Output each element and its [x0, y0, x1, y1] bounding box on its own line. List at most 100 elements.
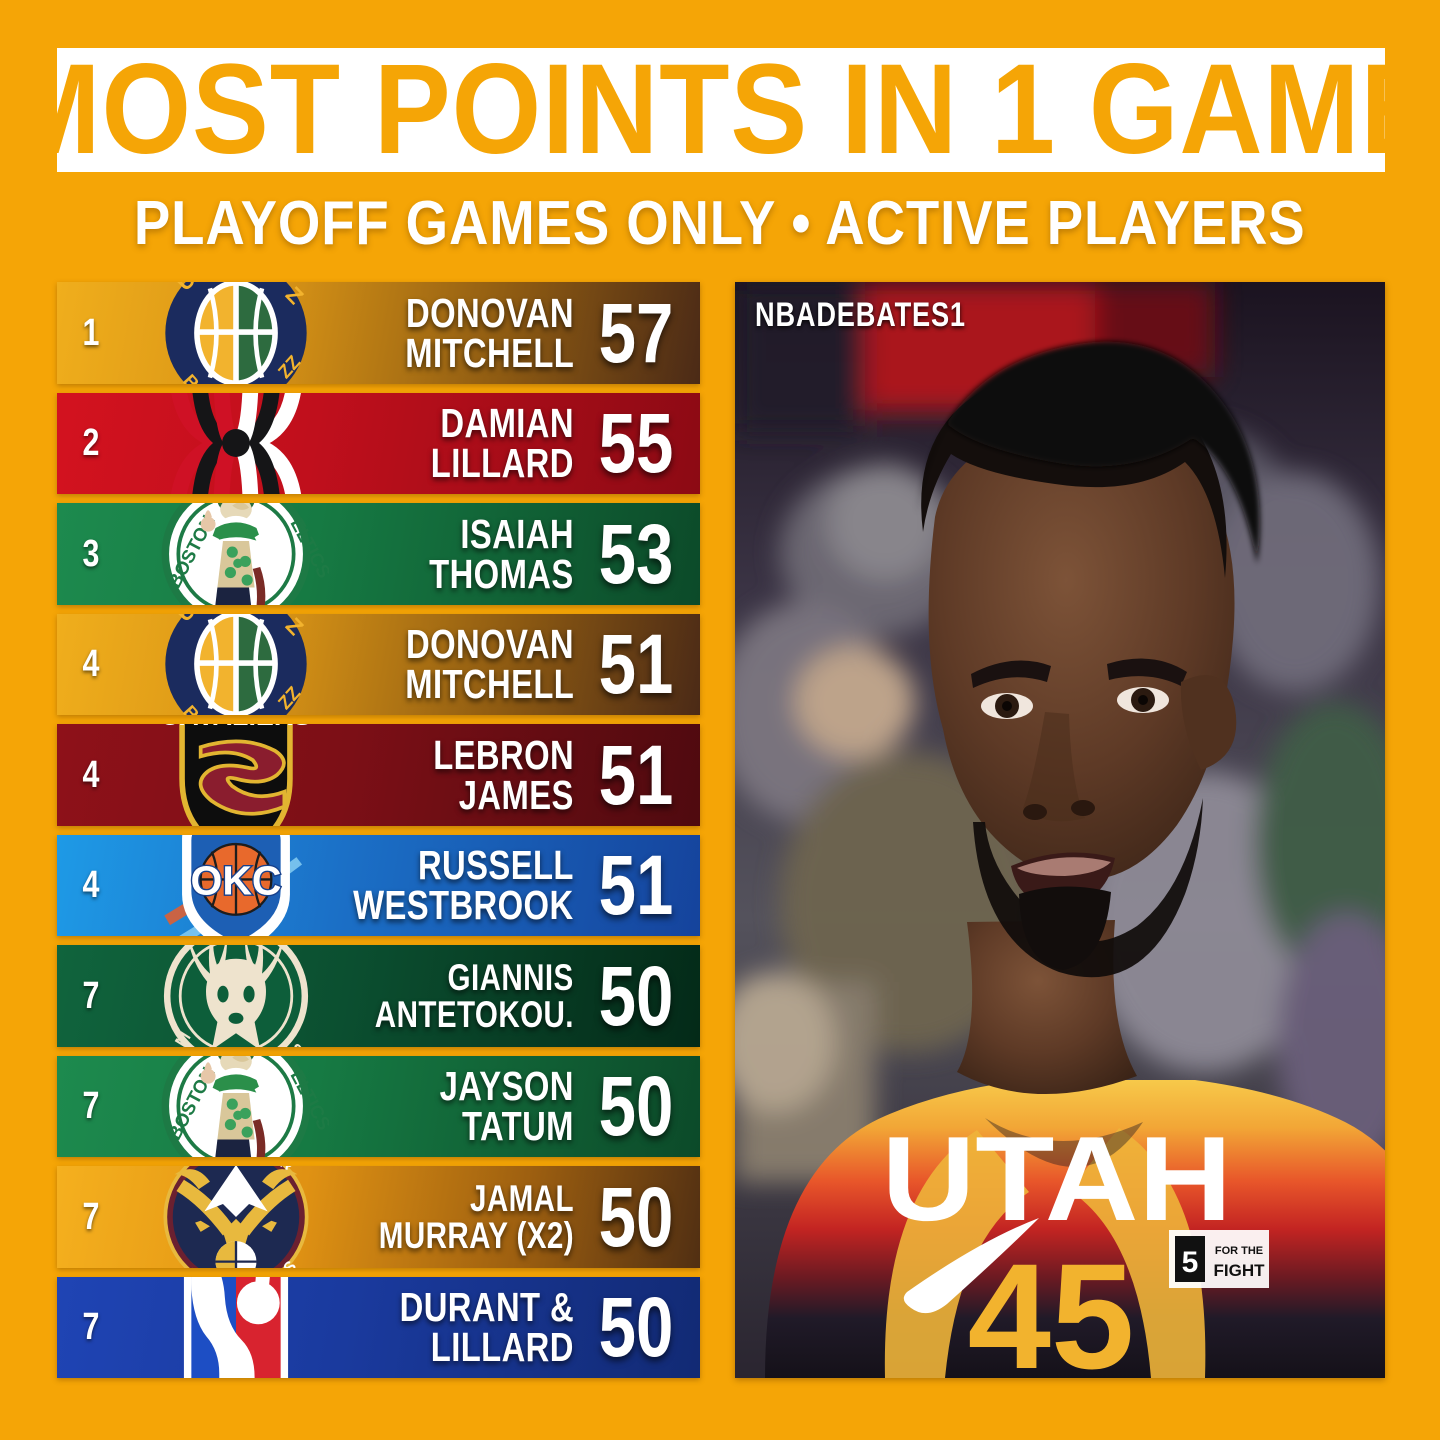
- points-value: 55: [598, 396, 674, 491]
- svg-text:FIGHT: FIGHT: [1214, 1261, 1266, 1280]
- rank-number: 2: [82, 422, 100, 465]
- subtitle-bar: PLAYOFF GAMES ONLY • ACTIVE PLAYERS: [0, 186, 1440, 262]
- jersey-wordmark: UTAH: [882, 1112, 1232, 1246]
- rank-number: 7: [82, 974, 100, 1017]
- player-name-line2: ANTETOKOU.: [374, 993, 574, 1035]
- svg-text:S: S: [285, 1040, 307, 1047]
- player-name-line2: WESTBROOK: [353, 882, 574, 929]
- player-name-line2: THOMAS: [429, 550, 574, 597]
- thunder-logo-icon: OKC: [143, 834, 329, 936]
- row-right: JAYSON TATUM 50: [406, 1056, 700, 1158]
- nike-swoosh-icon: [903, 1218, 1039, 1314]
- player-name: GIANNIS ANTETOKOU.: [325, 959, 574, 1033]
- rank-number: 4: [82, 864, 100, 907]
- player-photo-image: 5 FOR THE FIGHT UTAH 45: [735, 282, 1385, 1378]
- photo-watermark: NBADEBATES1: [755, 296, 966, 334]
- celtics-logo-icon: BOSTON ELTICS: [143, 503, 329, 605]
- row-right: LEBRON JAMES 51: [398, 724, 700, 826]
- player-name-line1: RUSSELL: [418, 842, 574, 889]
- svg-text:S: S: [281, 1258, 301, 1268]
- player-name-line2: MURRAY (X2): [378, 1214, 574, 1256]
- points-value: 51: [598, 838, 674, 933]
- celtics-logo-icon: BOSTON ELTICS: [143, 1055, 329, 1157]
- nba-logo-icon: [143, 1276, 329, 1378]
- title-banner: MOST POINTS IN 1 GAME: [57, 48, 1385, 172]
- player-name-line1: GIANNIS: [447, 956, 574, 998]
- blazers-logo-icon: [143, 392, 329, 494]
- svg-text:N: N: [181, 1265, 201, 1267]
- player-name-line1: ISAIAH: [460, 510, 574, 557]
- player-name: RUSSELL WESTBROOK: [298, 842, 574, 929]
- rank-number: 4: [82, 753, 100, 796]
- rank-number: 7: [82, 1085, 100, 1128]
- points-value: 57: [598, 285, 674, 380]
- row-right: JAMAL MURRAY (X2) 50: [330, 1166, 700, 1268]
- player-name-line2: JAMES: [458, 771, 574, 818]
- rank-number: 4: [82, 643, 100, 686]
- player-name-line2: MITCHELL: [405, 661, 574, 708]
- cavaliers-logo-icon: CAVALIERS: [143, 724, 329, 826]
- player-name: ISAIAH THOMAS: [393, 510, 574, 597]
- bucks-logo-icon: M S: [143, 945, 329, 1047]
- player-name-line2: LILLARD: [430, 1324, 574, 1371]
- svg-text:FOR THE: FOR THE: [1215, 1245, 1263, 1257]
- player-name-line1: DONOVAN: [405, 289, 574, 336]
- player-name-line1: DURANT &: [399, 1284, 574, 1331]
- svg-text:OKC: OKC: [191, 858, 282, 904]
- page-title: MOST POINTS IN 1 GAME: [57, 48, 1385, 172]
- table-row[interactable]: 3 BOSTON ELTICS: [57, 503, 700, 605]
- player-name: DAMIAN LILLARD: [395, 400, 574, 487]
- rank-number: 3: [82, 532, 100, 575]
- player-name-line2: LILLARD: [430, 440, 574, 487]
- rank-number: 7: [82, 1306, 100, 1349]
- rank-number: 7: [82, 1195, 100, 1238]
- player-name-line1: JAYSON: [439, 1063, 574, 1110]
- points-value: 50: [598, 948, 674, 1043]
- jersey-patch: 5 FOR THE FIGHT: [1169, 1230, 1269, 1288]
- svg-text:CAVALIERS: CAVALIERS: [160, 724, 311, 730]
- row-right: DURANT & LILLARD 50: [356, 1277, 700, 1379]
- player-name-line2: MITCHELL: [405, 329, 574, 376]
- player-name: DONOVAN MITCHELL: [363, 621, 574, 708]
- row-right: DAMIAN LILLARD 55: [395, 393, 700, 495]
- row-right: ISAIAH THOMAS 53: [393, 503, 700, 605]
- player-name-line2: TATUM: [462, 1103, 574, 1150]
- player-name: JAYSON TATUM: [406, 1063, 574, 1150]
- player-photo-panel: 5 FOR THE FIGHT UTAH 45 NBADEBATES1: [735, 282, 1385, 1378]
- jazz-logo-icon: U Z BA ZZ: [143, 613, 329, 715]
- points-value: 53: [598, 506, 674, 601]
- svg-text:5: 5: [1182, 1246, 1199, 1279]
- points-value: 51: [598, 727, 674, 822]
- player-name-line1: DAMIAN: [440, 400, 574, 447]
- player-name: DURANT & LILLARD: [356, 1284, 574, 1371]
- page-subtitle: PLAYOFF GAMES ONLY • ACTIVE PLAYERS: [134, 189, 1306, 258]
- nuggets-logo-icon: D R N S: [143, 1166, 329, 1268]
- rank-number: 1: [82, 311, 100, 354]
- table-row[interactable]: 7 BOSTON ELTICS: [57, 1055, 700, 1158]
- row-right: DONOVAN MITCHELL 51: [363, 614, 700, 716]
- player-name: DONOVAN MITCHELL: [363, 289, 574, 376]
- table-row[interactable]: 4 OKC RUSSELL WESTBROOK 51: [57, 834, 700, 937]
- row-right: RUSSELL WESTBROOK 51: [298, 835, 700, 937]
- points-value: 51: [598, 617, 674, 712]
- points-value: 50: [598, 1059, 674, 1154]
- table-row[interactable]: 7 DURANT & LILLARD 50: [57, 1276, 700, 1379]
- player-name-line1: LEBRON: [433, 731, 574, 778]
- row-right: DONOVAN MITCHELL 57: [363, 282, 700, 384]
- points-value: 50: [598, 1280, 674, 1375]
- jersey-number: 45: [968, 1232, 1135, 1378]
- player-name-line1: DONOVAN: [405, 621, 574, 668]
- player-name: LEBRON JAMES: [398, 731, 574, 818]
- table-row[interactable]: 2 DAMIAN LILLARD 55: [57, 392, 700, 495]
- points-value: 50: [598, 1169, 674, 1264]
- player-name: JAMAL MURRAY (X2): [330, 1180, 574, 1254]
- player-name-line1: JAMAL: [470, 1177, 574, 1219]
- jazz-logo-icon: U Z BA ZZ: [143, 282, 329, 384]
- row-right: GIANNIS ANTETOKOU. 50: [325, 945, 700, 1047]
